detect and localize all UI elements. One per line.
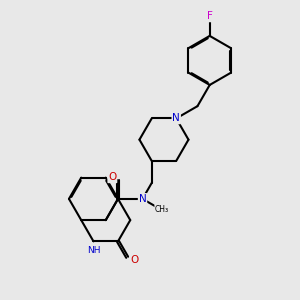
Text: CH₃: CH₃ bbox=[155, 205, 169, 214]
Text: O: O bbox=[130, 255, 138, 266]
Text: N: N bbox=[172, 113, 180, 123]
Text: NH: NH bbox=[87, 246, 100, 255]
Text: F: F bbox=[207, 11, 213, 21]
Text: N: N bbox=[139, 194, 146, 204]
Text: O: O bbox=[108, 172, 116, 182]
